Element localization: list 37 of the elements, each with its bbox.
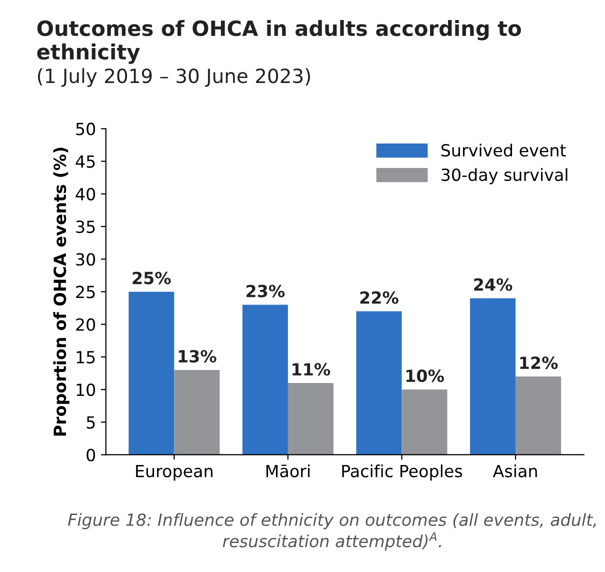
y-tick-label: 0 bbox=[86, 448, 96, 462]
x-tick-label: Māori bbox=[266, 464, 310, 478]
y-tick-label: 30 bbox=[76, 253, 96, 266]
legend-label: 30-day survival bbox=[442, 168, 568, 184]
bar bbox=[516, 376, 562, 455]
y-tick-label: 50 bbox=[76, 122, 96, 136]
y-tick-label: 35 bbox=[76, 220, 95, 234]
data-label: 22% bbox=[360, 291, 398, 304]
chart-title: Outcomes of OHCA in adults according to ethnicity bbox=[37, 20, 521, 64]
y-tick-label: 20 bbox=[76, 318, 96, 331]
data-label: 23% bbox=[246, 284, 285, 298]
bar bbox=[242, 304, 288, 455]
bar bbox=[128, 292, 174, 455]
y-tick-label: 40 bbox=[76, 188, 96, 200]
y-tick-label: 15 bbox=[76, 351, 95, 364]
data-label: 13% bbox=[178, 350, 216, 363]
x-tick-label: Pacific Peoples bbox=[342, 464, 462, 481]
bar bbox=[356, 311, 402, 455]
caption: Figure 18: Influence of ethnicity on outcomes (all events, adult, resuscitation attempted)$^{A}$. bbox=[68, 513, 596, 551]
x-tick-label: Asian bbox=[492, 464, 537, 478]
data-label: 10% bbox=[406, 370, 444, 382]
bar bbox=[470, 298, 516, 455]
bar bbox=[174, 370, 220, 455]
y-tick-label: 5 bbox=[86, 416, 95, 429]
chart-subtitle: (1 July 2019 – 30 June 2023) bbox=[38, 68, 310, 87]
y-tick-label: 25 bbox=[76, 286, 95, 298]
y-tick-label: 45 bbox=[76, 155, 95, 168]
y-axis-title: Proportion of OHCA events (%) bbox=[53, 148, 70, 436]
data-label: 11% bbox=[292, 363, 330, 376]
legend-label: Survived event bbox=[441, 144, 566, 157]
bar bbox=[288, 383, 334, 455]
y-tick-label: 10 bbox=[76, 383, 96, 396]
data-label: 25% bbox=[132, 272, 171, 284]
data-label: 12% bbox=[520, 356, 558, 370]
data-label: 24% bbox=[474, 278, 512, 291]
bar bbox=[402, 390, 448, 455]
x-tick-label: European bbox=[136, 464, 212, 481]
